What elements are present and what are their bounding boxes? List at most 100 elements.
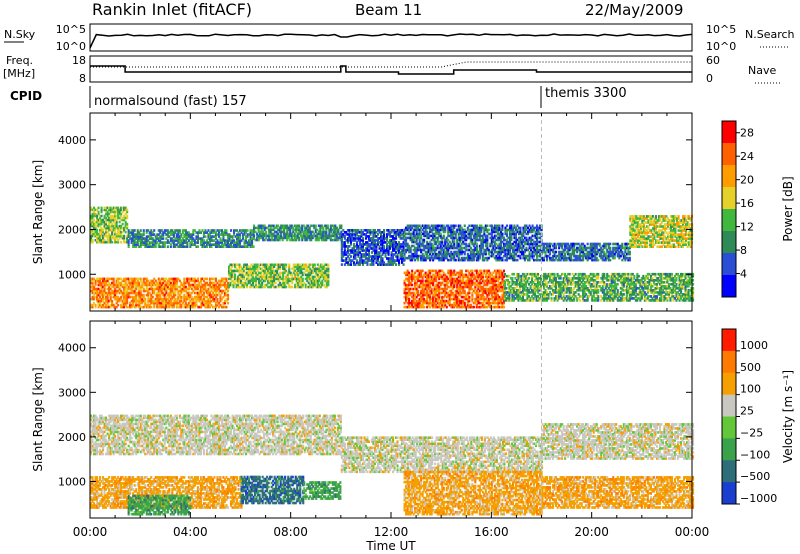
- echo-cell: [381, 239, 384, 242]
- echo-cell: [328, 232, 331, 236]
- echo-cell: [390, 241, 393, 244]
- echo-cell: [432, 226, 435, 230]
- echo-cell: [340, 241, 343, 244]
- echo-cell: [163, 231, 166, 234]
- echo-cell: [307, 232, 310, 236]
- echo-cell: [172, 243, 175, 246]
- echo-cell: [423, 234, 426, 238]
- echo-cell: [367, 253, 370, 256]
- echo-cell: [432, 248, 435, 252]
- echo-cell: [334, 224, 337, 228]
- echo-cell: [345, 261, 348, 264]
- echo-cell: [139, 229, 142, 232]
- echo-cell: [106, 214, 109, 218]
- echo-cell: [271, 224, 274, 228]
- echo-cell: [366, 241, 369, 244]
- echo-cell: [220, 231, 223, 234]
- echo-cell: [225, 277, 228, 281]
- echo-cell: [142, 241, 145, 244]
- echo-cell: [355, 233, 358, 236]
- echo-cell: [171, 239, 174, 242]
- echo-cell: [367, 257, 370, 260]
- echo-cell: [127, 231, 130, 234]
- echo-cell: [335, 228, 338, 232]
- echo-cell: [412, 254, 415, 258]
- echo-cell: [219, 245, 222, 248]
- nave-trace: [90, 61, 692, 68]
- echo-cell: [112, 234, 115, 238]
- echo-cell: [217, 231, 220, 234]
- echo-cell: [260, 228, 263, 232]
- echo-cell: [271, 232, 274, 236]
- echo-cell: [366, 243, 369, 246]
- echo-cell: [142, 231, 145, 234]
- echo-cell: [220, 245, 223, 248]
- echo-cell: [127, 241, 130, 244]
- echo-cell: [375, 259, 378, 262]
- echo-cell: [94, 228, 97, 232]
- echo-cell: [381, 245, 384, 248]
- echo-cell: [314, 236, 317, 240]
- echo-cell: [246, 245, 249, 248]
- echo-cell: [423, 244, 426, 248]
- echo-cell: [412, 228, 415, 232]
- echo-cell: [108, 222, 111, 226]
- echo-cell: [220, 239, 223, 242]
- echo-cell: [367, 237, 370, 240]
- echo-cell: [417, 242, 420, 246]
- echo-cell: [263, 226, 266, 230]
- echo-cell: [217, 229, 220, 232]
- echo-cell: [117, 216, 120, 220]
- echo-cell: [160, 235, 163, 238]
- echo-cell: [251, 241, 254, 244]
- echo-cell: [358, 237, 361, 240]
- echo-cell: [378, 261, 381, 264]
- echo-cell: [123, 216, 126, 220]
- echo-cell: [424, 252, 427, 256]
- echo-cell: [103, 224, 106, 228]
- echo-cell: [435, 224, 438, 228]
- echo-cell: [129, 231, 132, 234]
- echo-cell: [156, 233, 159, 236]
- echo-cell: [311, 236, 314, 240]
- echo-cell: [123, 228, 126, 232]
- echo-cell: [396, 255, 399, 258]
- echo-cell: [284, 236, 287, 240]
- echo-cell: [269, 230, 272, 234]
- echo-cell: [395, 233, 398, 236]
- echo-cell: [316, 238, 319, 242]
- echo-cell: [223, 229, 226, 232]
- echo-cell: [193, 239, 196, 242]
- echo-cell: [132, 245, 135, 248]
- echo-cell: [331, 234, 334, 238]
- echo-cell: [233, 241, 236, 244]
- echo-cell: [412, 230, 415, 234]
- echo-cell: [328, 234, 331, 238]
- echo-cell: [237, 237, 240, 240]
- echo-cell: [406, 236, 409, 240]
- echo-cell: [168, 235, 171, 238]
- echo-cell: [275, 236, 278, 240]
- echo-cell: [628, 256, 631, 260]
- echo-cell: [393, 237, 396, 240]
- echo-cell: [338, 234, 341, 238]
- echo-cell: [375, 253, 378, 256]
- echo-cell: [395, 245, 398, 248]
- echo-cell: [280, 234, 283, 238]
- echo-cell: [278, 238, 281, 242]
- nsky-label: N.Sky: [4, 28, 36, 41]
- echo-cell: [326, 226, 329, 230]
- echo-cell: [401, 249, 404, 252]
- echo-cell: [242, 237, 245, 240]
- echo-cell: [370, 247, 373, 250]
- echo-cell: [124, 224, 127, 228]
- echo-cell: [219, 233, 222, 236]
- echo-cell: [213, 243, 216, 246]
- echo-cell: [322, 228, 325, 232]
- echo-cell: [103, 220, 106, 224]
- echo-cell: [408, 254, 411, 258]
- echo-cell: [395, 255, 398, 258]
- echo-cell: [358, 257, 361, 260]
- echo-cell: [314, 228, 317, 232]
- echo-cell: [120, 230, 123, 234]
